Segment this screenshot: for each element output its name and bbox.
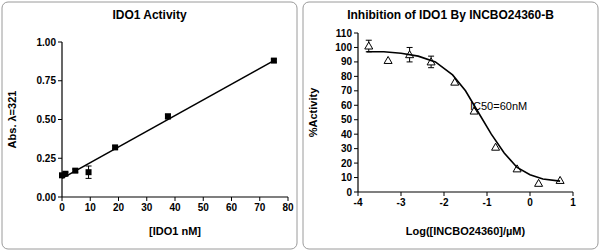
y-tick	[354, 76, 358, 77]
panel-border	[2, 2, 297, 249]
x-tick-label: 50	[198, 202, 210, 213]
y-tick-label: 60	[341, 100, 353, 111]
x-tick	[62, 197, 63, 201]
x-tick-label: 80	[282, 202, 294, 213]
panel-border	[303, 2, 598, 249]
y-tick-label: 0.00	[37, 192, 57, 203]
y-tick-label: 10	[341, 172, 353, 183]
x-tick	[358, 192, 359, 196]
x-tick	[90, 197, 91, 201]
y-tick-label: 40	[341, 129, 353, 140]
x-tick	[530, 192, 531, 196]
y-tick	[354, 134, 358, 135]
y-tick	[354, 119, 358, 120]
x-tick	[203, 197, 204, 201]
x-axis-label: Log([INCBO24360]/µM)	[406, 225, 526, 237]
x-tick	[573, 192, 574, 196]
y-tick	[58, 119, 62, 120]
x-tick	[401, 192, 402, 196]
error-bar	[86, 166, 92, 178]
y-axis-label: %Activity	[307, 87, 319, 137]
y-tick-label: 70	[341, 85, 353, 96]
x-tick-label: 70	[254, 202, 266, 213]
y-tick	[58, 80, 62, 81]
y-tick	[354, 192, 358, 193]
x-tick	[146, 197, 147, 201]
plot-area	[365, 40, 564, 186]
x-tick-label: 1	[570, 197, 576, 208]
x-tick-label: -2	[440, 197, 449, 208]
x-axis-line	[358, 191, 573, 192]
fit-line	[62, 61, 274, 179]
x-tick-label: 10	[85, 202, 97, 213]
error-bar	[366, 40, 372, 52]
y-axis-line	[357, 33, 358, 192]
data-point	[86, 169, 92, 175]
x-tick-label: 60	[226, 202, 238, 213]
y-tick	[354, 90, 358, 91]
x-tick-label: 30	[141, 202, 153, 213]
y-tick	[354, 33, 358, 34]
chart-title: Inhibition of IDO1 By INCBO24360-B	[347, 8, 554, 22]
y-tick	[354, 163, 358, 164]
y-tick-label: 1.00	[37, 37, 57, 48]
data-point	[535, 179, 543, 186]
x-tick	[231, 197, 232, 201]
x-axis-label: [IDO1 nM]	[149, 225, 201, 237]
y-axis-label: Abs. λ=321	[6, 91, 18, 149]
x-tick-label: -1	[483, 197, 492, 208]
figure: IDO1 Activity[IDO1 nM]Abs. λ=32101020304…	[0, 0, 600, 252]
y-tick-label: 20	[341, 158, 353, 169]
x-tick-label: 20	[113, 202, 125, 213]
y-tick-label: 80	[341, 71, 353, 82]
y-tick-label: 0.25	[37, 153, 57, 164]
x-tick-label: 40	[169, 202, 181, 213]
chart-title: IDO1 Activity	[112, 8, 187, 22]
data-point	[365, 42, 373, 49]
x-tick-label: -3	[397, 197, 406, 208]
fit-line	[367, 52, 560, 181]
y-tick-label: 50	[341, 114, 353, 125]
x-tick	[259, 197, 260, 201]
x-tick	[175, 197, 176, 201]
y-tick	[354, 105, 358, 106]
y-tick-label: 100	[335, 42, 352, 53]
x-tick	[118, 197, 119, 201]
y-tick	[354, 61, 358, 62]
y-tick	[58, 158, 62, 159]
y-tick-label: 30	[341, 143, 353, 154]
x-tick-label: 0	[59, 202, 65, 213]
x-tick-label: -4	[354, 197, 363, 208]
chart-panel: Inhibition of IDO1 By INCBO24360-B Log([I…	[303, 2, 598, 249]
x-tick	[288, 197, 289, 201]
x-tick	[444, 192, 445, 196]
y-tick	[58, 42, 62, 43]
y-tick	[354, 148, 358, 149]
y-tick	[354, 47, 358, 48]
x-tick	[487, 192, 488, 196]
y-tick	[58, 197, 62, 198]
x-tick-label: 0	[527, 197, 533, 208]
data-point	[556, 176, 564, 183]
plot-area	[59, 58, 277, 179]
y-tick-label: 90	[341, 56, 353, 67]
chart-panel: IDO1 Activity [IDO1 nM] Abs. λ=321 0 10 20 30 4…	[2, 2, 297, 249]
y-tick-label: 0	[346, 187, 352, 198]
y-tick	[354, 177, 358, 178]
annotation: IC50=60nM	[470, 100, 527, 112]
data-point	[384, 56, 392, 63]
y-tick-label: 0.50	[37, 114, 57, 125]
y-tick-label: 110	[336, 28, 353, 39]
y-tick-label: 0.75	[37, 75, 57, 86]
